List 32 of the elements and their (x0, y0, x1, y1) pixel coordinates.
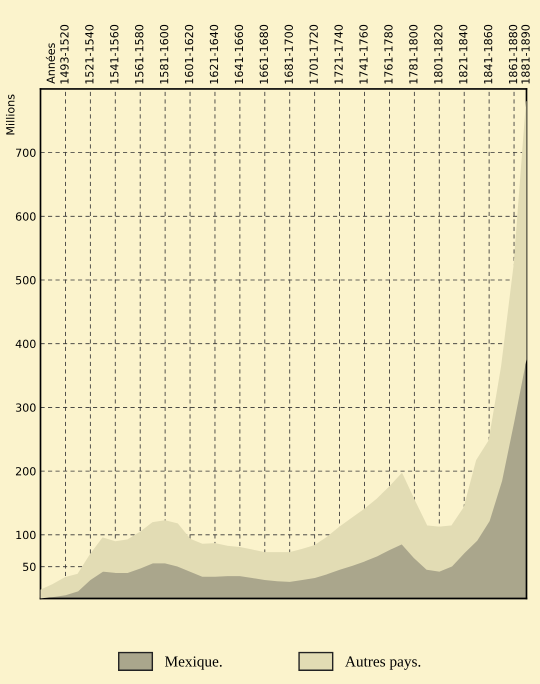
x-tick-label: 1681-1700 (284, 24, 293, 84)
x-tick-label: 1841-1860 (484, 24, 492, 84)
x-tick-label: 1521-1540 (85, 24, 94, 84)
y-tick-label: 50 (23, 562, 36, 572)
x-tick-label: 1881-1890 (521, 24, 530, 84)
legend-label: Mexique. (164, 656, 222, 670)
x-tick-label: 1781-1800 (409, 24, 418, 84)
y-tick-label: 100 (16, 530, 36, 540)
x-tick-label: 1821-1840 (459, 24, 468, 84)
x-tick-label: 1741-1760 (359, 24, 368, 84)
x-tick-label: 1761-1780 (384, 24, 393, 84)
y-tick-label: 300 (16, 403, 36, 412)
x-tick-label: 1621-1640 (210, 24, 218, 84)
y-tick-label: 200 (16, 467, 36, 476)
x-tick-label: 1661-1680 (260, 24, 268, 84)
y-tick-label: 400 (16, 340, 36, 348)
text: Années (46, 43, 55, 84)
y-tick-label: 600 (16, 212, 36, 221)
x-tick-label: 1641-1660 (234, 24, 244, 84)
x-tick-label: 1721-1740 (334, 24, 343, 84)
x-tick-label: 1493-1520 (60, 24, 69, 84)
y-axis-title: Millions (6, 94, 15, 134)
x-tick-label: 1861-1880 (508, 24, 518, 84)
legend-label: Autres pays. (345, 656, 420, 670)
x-tick-label: 1701-1720 (309, 24, 318, 84)
y-tick-label: 500 (16, 276, 36, 284)
x-tick-label: 1601-1620 (184, 24, 194, 84)
y-tick-label: 700 (16, 148, 36, 157)
x-tick-label: 1541-1560 (110, 24, 118, 84)
x-tick-label: 1801-1820 (434, 24, 442, 84)
x-tick-label: 1561-1580 (135, 24, 144, 84)
x-tick-label: 1581-1600 (160, 24, 168, 84)
